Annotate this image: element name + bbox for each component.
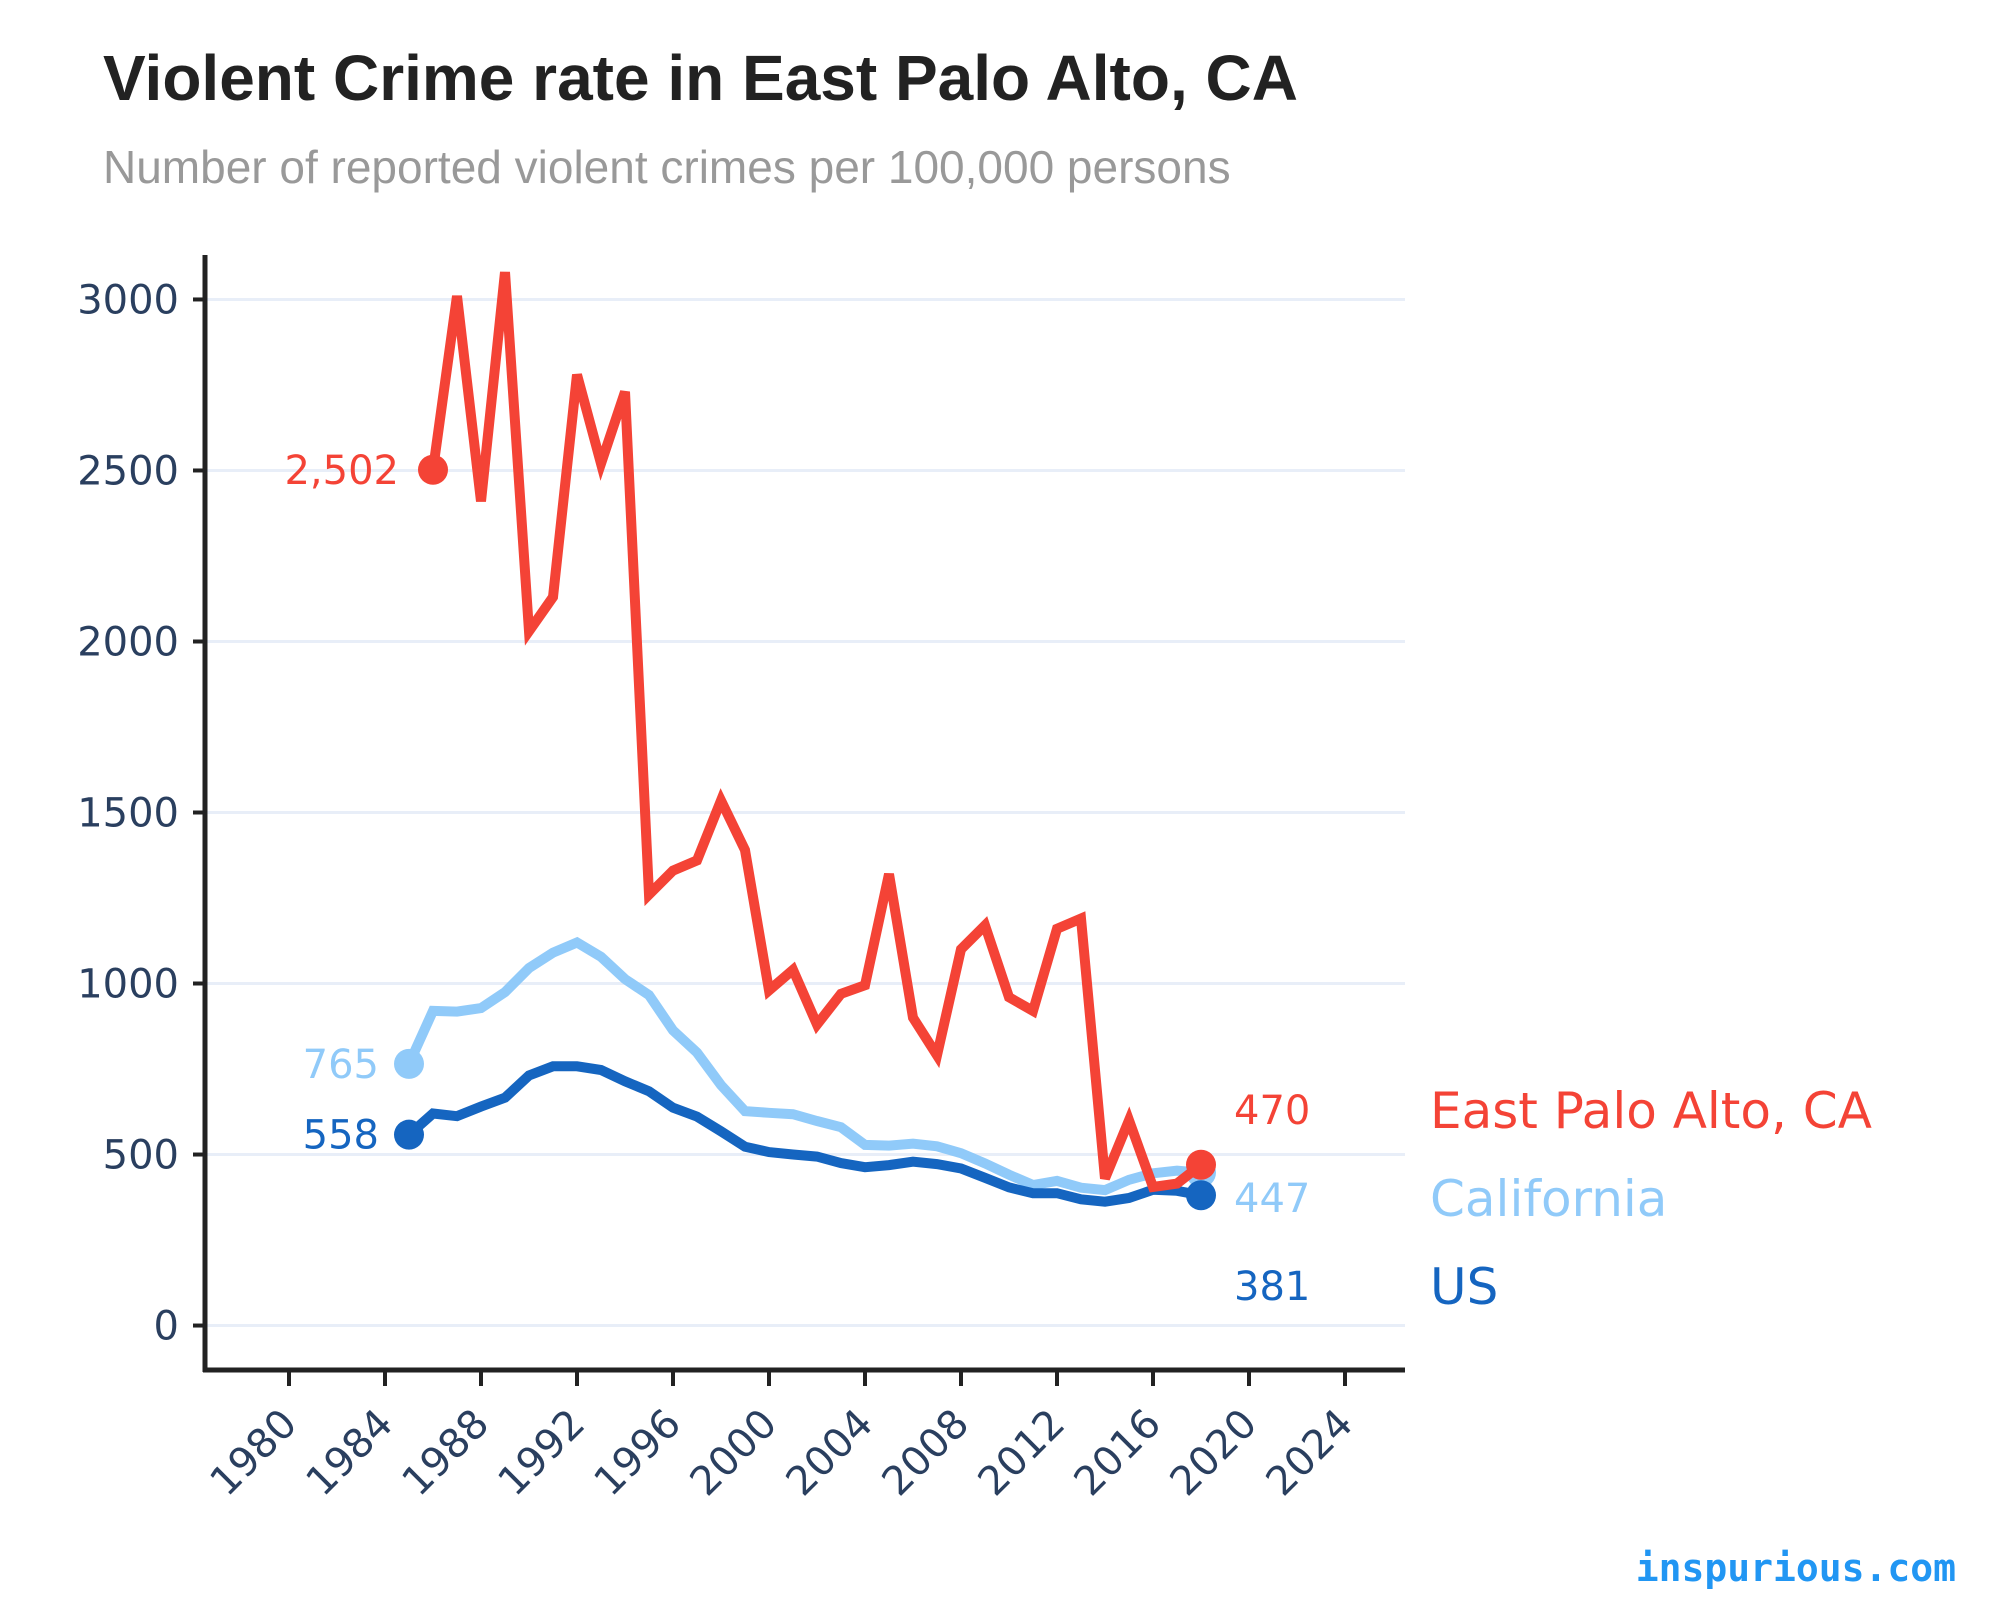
y-tick-label: 3000	[77, 277, 179, 323]
x-tick-label: 2016	[1066, 1401, 1171, 1506]
chart-title: Violent Crime rate in East Palo Alto, CA	[103, 42, 1298, 114]
y-tick-label: 1500	[77, 791, 179, 837]
y-axis-tick-labels: 0 500 1000 1500 2000 2500 3000	[77, 277, 205, 1350]
x-tick-label: 2008	[874, 1401, 979, 1506]
y-tick-label: 2500	[77, 448, 179, 494]
x-tick-label: 2000	[682, 1401, 787, 1506]
series-name-label: California	[1430, 1170, 1667, 1228]
x-tick-label: 1988	[394, 1401, 499, 1506]
series-start-label: 2,502	[284, 448, 399, 494]
series-end-label: 381	[1234, 1264, 1310, 1310]
series-end-label: 470	[1234, 1088, 1310, 1134]
y-tick-label: 500	[103, 1133, 179, 1179]
x-tick-label: 1996	[586, 1401, 691, 1506]
x-tick-label: 1992	[490, 1401, 595, 1506]
series-name-label: East Palo Alto, CA	[1430, 1082, 1872, 1140]
y-tick-label: 2000	[77, 619, 179, 665]
series-line	[404, 936, 1202, 1196]
series-line	[405, 1061, 1202, 1207]
x-tick-label: 2024	[1258, 1401, 1363, 1506]
series-lines	[394, 271, 1216, 1211]
gridlines	[205, 297, 1405, 1328]
y-tick-label: 0	[154, 1304, 179, 1350]
x-axis-ticks: 1980198419881992199620002004200820122016…	[202, 1370, 1363, 1506]
series-end-label: 447	[1234, 1176, 1310, 1222]
series-labels: 765 447 California 558 381 US 2,502 470 East Pal…	[284, 448, 1871, 1316]
series-start-marker	[394, 1119, 424, 1150]
chart-subtitle: Number of reported violent crimes per 10…	[103, 141, 1231, 193]
x-tick-label: 2020	[1162, 1401, 1267, 1506]
watermark: inspurious.com	[1636, 1546, 1956, 1590]
series-start-marker	[418, 454, 448, 485]
series-line	[428, 271, 1205, 1193]
series-start-label: 558	[303, 1113, 379, 1159]
series-name-label: US	[1430, 1258, 1498, 1316]
x-tick-label: 1980	[202, 1401, 307, 1506]
y-tick-label: 1000	[77, 962, 179, 1008]
series-start-label: 765	[303, 1042, 379, 1088]
series-end-marker	[1186, 1149, 1216, 1180]
x-tick-label: 1984	[298, 1401, 403, 1506]
axes	[202, 255, 1405, 1373]
x-tick-label: 2004	[778, 1401, 883, 1506]
x-tick-label: 2012	[970, 1401, 1075, 1506]
series-start-marker	[394, 1048, 424, 1079]
series-end-marker	[1186, 1180, 1216, 1211]
